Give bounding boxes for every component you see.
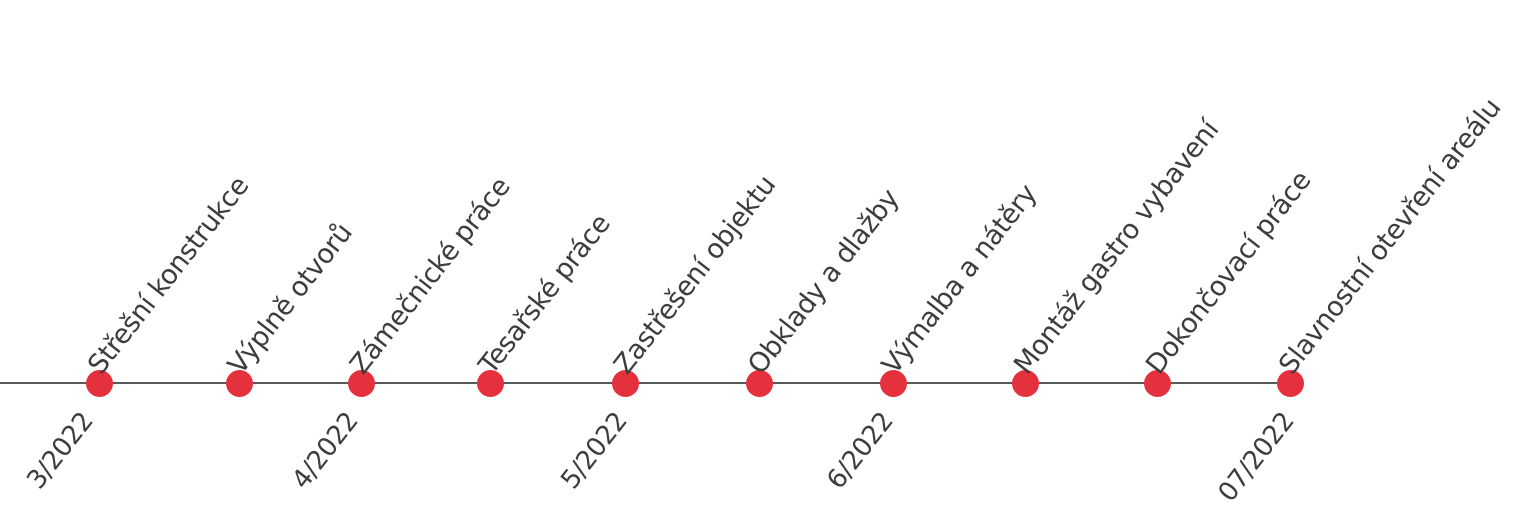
date-label: 6/2022 bbox=[820, 406, 900, 495]
milestone-dot bbox=[879, 370, 907, 397]
timeline-axis-line bbox=[0, 382, 1290, 384]
date-label: 5/2022 bbox=[554, 406, 634, 495]
milestone-label: Výplně otvorů bbox=[222, 217, 359, 381]
date-label: 3/2022 bbox=[20, 406, 100, 495]
date-label: 4/2022 bbox=[285, 406, 365, 495]
milestone-dot bbox=[1276, 370, 1304, 397]
milestone-dot bbox=[476, 370, 504, 397]
milestone-label: Slavnostní otevření areálu bbox=[1273, 92, 1508, 381]
milestone-dot bbox=[347, 370, 375, 397]
milestone-dot bbox=[225, 370, 253, 397]
milestone-dot bbox=[1011, 370, 1039, 397]
milestone-label: Tesařské práce bbox=[473, 208, 617, 381]
milestone-dot bbox=[745, 370, 773, 397]
milestone-label: Střešní konstrukce bbox=[82, 170, 256, 381]
milestone-dot bbox=[1143, 370, 1171, 397]
milestone-label: Obklady a dlažby bbox=[742, 183, 906, 381]
date-label: 07/2022 bbox=[1213, 406, 1302, 508]
milestone-dot bbox=[85, 370, 113, 397]
milestone-dot bbox=[611, 370, 639, 397]
